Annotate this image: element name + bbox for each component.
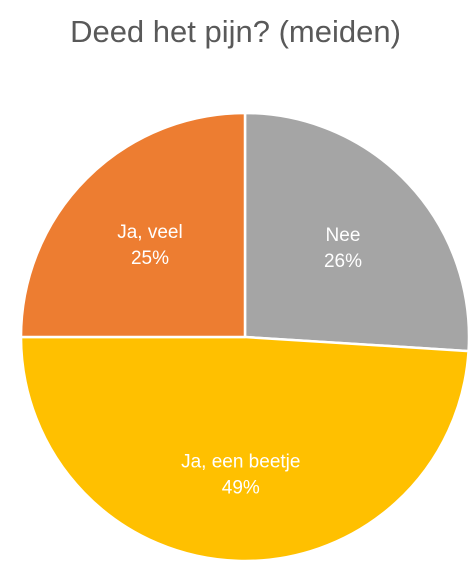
slice-category-label: Ja, veel bbox=[117, 222, 182, 243]
chart-title: Deed het pijn? (meiden) bbox=[70, 14, 401, 49]
slice-percent-label: 25% bbox=[131, 248, 169, 269]
slice-percent-label: 26% bbox=[324, 251, 362, 272]
slice-percent-label: 49% bbox=[222, 477, 260, 498]
pie-slice bbox=[243, 111, 471, 353]
slice-data-label: Ja, veel 25% bbox=[117, 222, 182, 269]
pie-slice bbox=[19, 335, 470, 561]
slice-data-label: Nee 26% bbox=[324, 225, 362, 272]
pie-slice bbox=[19, 111, 247, 339]
slice-category-label: Ja, een beetje bbox=[181, 451, 300, 472]
slice-category-label: Nee bbox=[326, 225, 361, 246]
slice-data-label: Ja, een beetje 49% bbox=[181, 451, 300, 498]
